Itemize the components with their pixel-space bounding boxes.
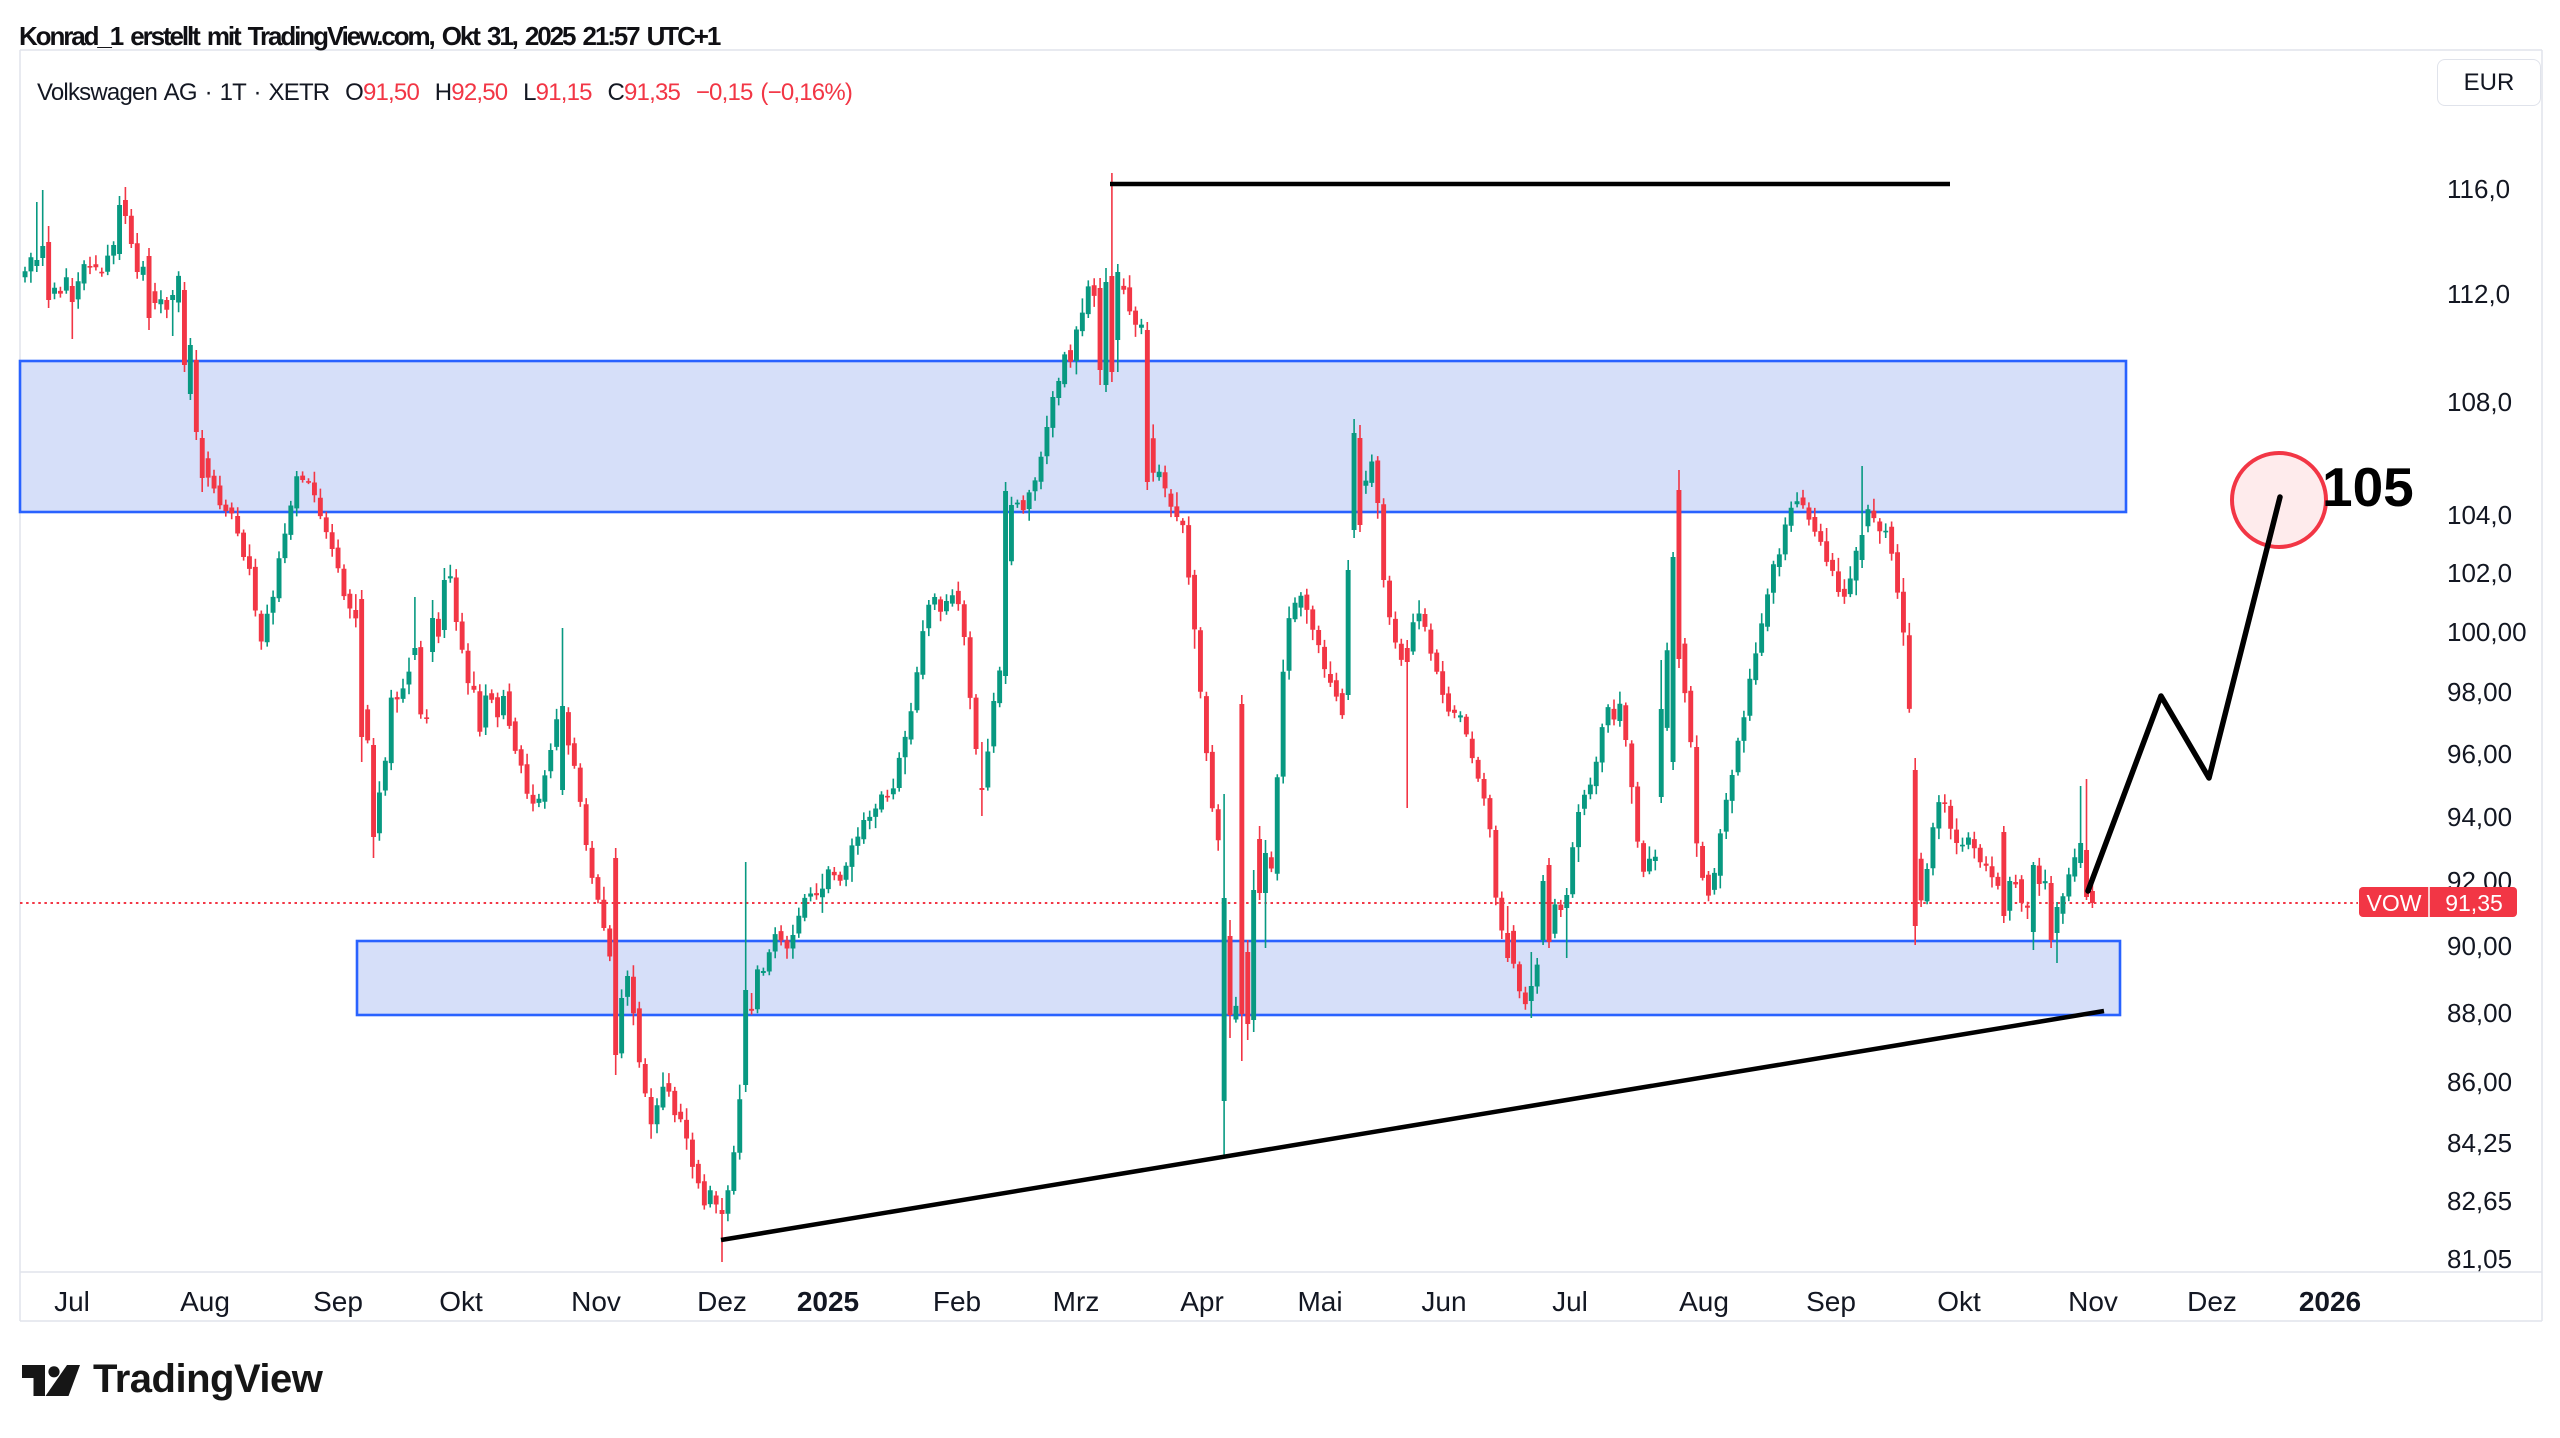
svg-text:Jun: Jun xyxy=(1421,1286,1466,1317)
svg-text:98,00: 98,00 xyxy=(2447,677,2512,707)
svg-text:Okt: Okt xyxy=(1937,1286,1981,1317)
svg-text:104,0: 104,0 xyxy=(2447,500,2512,530)
svg-text:102,0: 102,0 xyxy=(2447,558,2512,588)
svg-text:81,05: 81,05 xyxy=(2447,1244,2512,1274)
svg-text:Dez: Dez xyxy=(2187,1286,2237,1317)
svg-text:Aug: Aug xyxy=(180,1286,230,1317)
svg-text:VOW: VOW xyxy=(2367,890,2422,916)
svg-text:90,00: 90,00 xyxy=(2447,931,2512,961)
svg-text:Jul: Jul xyxy=(54,1286,90,1317)
svg-text:88,00: 88,00 xyxy=(2447,998,2512,1028)
svg-text:Nov: Nov xyxy=(2068,1286,2118,1317)
svg-text:2025: 2025 xyxy=(797,1286,859,1317)
svg-text:100,00: 100,00 xyxy=(2447,617,2527,647)
svg-text:Apr: Apr xyxy=(1180,1286,1224,1317)
svg-text:91,35: 91,35 xyxy=(2445,890,2503,916)
svg-text:Sep: Sep xyxy=(313,1286,363,1317)
svg-text:94,00: 94,00 xyxy=(2447,802,2512,832)
svg-text:Mai: Mai xyxy=(1297,1286,1342,1317)
svg-text:86,00: 86,00 xyxy=(2447,1067,2512,1097)
svg-text:Okt: Okt xyxy=(439,1286,483,1317)
svg-text:82,65: 82,65 xyxy=(2447,1186,2512,1216)
svg-text:Aug: Aug xyxy=(1679,1286,1729,1317)
svg-text:84,25: 84,25 xyxy=(2447,1128,2512,1158)
svg-text:112,0: 112,0 xyxy=(2447,279,2510,309)
svg-text:96,00: 96,00 xyxy=(2447,739,2512,769)
svg-text:108,0: 108,0 xyxy=(2447,387,2512,417)
svg-text:Dez: Dez xyxy=(697,1286,747,1317)
svg-text:Feb: Feb xyxy=(933,1286,981,1317)
svg-text:105: 105 xyxy=(2322,456,2414,518)
svg-text:116,0: 116,0 xyxy=(2447,174,2510,204)
svg-text:Nov: Nov xyxy=(571,1286,621,1317)
svg-text:Jul: Jul xyxy=(1552,1286,1588,1317)
svg-text:Sep: Sep xyxy=(1806,1286,1856,1317)
svg-text:2026: 2026 xyxy=(2299,1286,2361,1317)
svg-text:Mrz: Mrz xyxy=(1053,1286,1100,1317)
